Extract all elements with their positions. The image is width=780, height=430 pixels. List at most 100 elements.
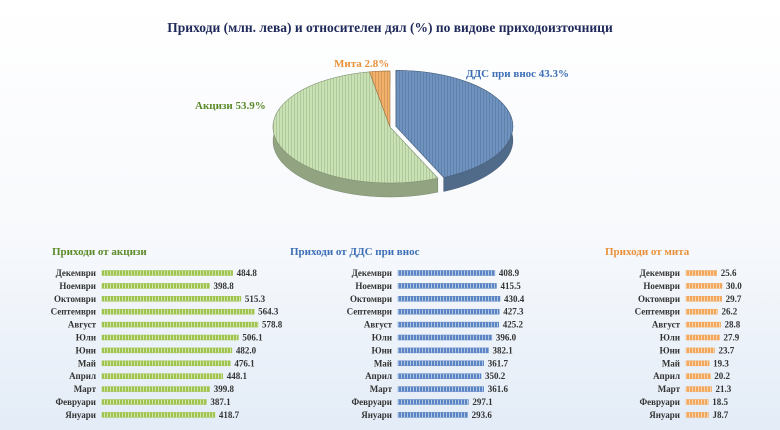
customs-category-label: Февруари [639,397,680,407]
excise-value-label: 448.1 [227,371,248,381]
customs-value-label: 29.7 [726,294,742,304]
excise-panel-title: Приходи от акцизи [52,246,147,258]
customs-value-label: 27.9 [723,333,739,343]
vat-value-label: 382.1 [493,345,514,355]
customs-value-label: 25.6 [721,268,737,278]
vat-value-label: 350.2 [485,371,506,381]
vat-category-label: Април [365,371,392,381]
excise-category-label: Октомври [54,294,96,304]
excise-value-label: 564.3 [258,307,279,317]
customs-bar [685,360,710,367]
vat-category-label: Юни [371,345,392,355]
vat-value-label: 415.5 [500,281,521,291]
vat-bar [397,270,496,276]
customs-panel-title: Приходи от мита [605,246,690,258]
customs-category-label: Ноември [643,281,680,291]
vat-bar [397,321,500,328]
chart-title: Приходи (млн. лева) и относителен дял (%… [167,20,613,35]
customs-category-label: Април [653,371,680,381]
excise-value-label: 515.3 [245,294,266,304]
customs-value-label: 30.0 [726,281,742,291]
customs-value-label: 19.3 [713,358,729,368]
customs-bar [685,412,709,418]
vat-category-label: Октомври [350,294,392,304]
excise-category-label: Юни [75,345,96,355]
customs-category-label: Септември [635,307,680,317]
customs-category-label: Юли [660,333,680,343]
excise-bar [101,386,211,392]
excise-bar [101,270,233,276]
vat-category-label: Август [364,320,393,330]
customs-bar [685,270,717,276]
vat-value-label: 430.4 [504,294,525,304]
excise-bar [101,347,233,354]
pie-slice-mita [369,70,391,128]
excise-value-label: 476.1 [234,358,255,368]
vat-bar [397,360,484,367]
vat-category-label: Март [370,384,393,394]
pie-slice-dds [395,70,514,178]
vat-category-label: Май [374,358,392,368]
vat-value-label: 425.2 [503,320,524,330]
customs-bar [685,334,720,341]
customs-value-label: 20.2 [714,371,730,381]
pie-chart [272,70,514,198]
vat-category-label: Септември [347,307,392,317]
excise-category-label: Февруари [55,397,96,407]
vat-bar [397,412,468,418]
vat-category-label: Юли [372,333,392,343]
customs-category-label: Май [662,358,680,368]
vat-value-label: 361.7 [488,358,509,368]
excise-value-label: 418.7 [219,410,240,420]
customs-value-label: 18.5 [712,397,728,407]
vat-category-label: Декември [352,268,392,278]
excise-category-label: Март [74,384,97,394]
customs-value-label: 28.8 [725,320,741,330]
vat-bar [397,347,489,354]
customs-value-label: 26.2 [721,307,737,317]
excise-bar [101,360,231,367]
customs-bar [685,347,715,354]
vat-value-label: 427.3 [503,307,524,317]
vat-value-label: 361.6 [488,384,509,394]
excise-value-label: 578.8 [262,320,283,330]
pie-label-mita: Мита 2.8% [334,58,390,70]
vat-bar [397,399,469,405]
vat-value-label: 297.1 [472,397,493,407]
excise-bar [101,334,239,341]
excise-category-label: Май [78,358,96,368]
excise-bar [101,283,210,289]
customs-bar [685,308,718,315]
excise-value-label: 484.8 [237,268,258,278]
excise-bar [101,373,224,379]
excise-bar [101,296,242,302]
excise-category-label: Януари [65,410,96,420]
vat-panel-title: Приходи от ДДС при внос [290,246,420,258]
customs-bar [685,283,723,289]
customs-category-label: Октомври [638,294,680,304]
excise-bar [101,321,259,328]
customs-bar [685,373,711,379]
vat-bar [397,308,500,315]
excise-value-label: 398.8 [213,281,234,291]
customs-value-label: 21.3 [716,384,732,394]
vat-bar [397,296,501,302]
customs-bar [685,321,721,328]
vat-value-label: 408.9 [499,268,520,278]
vat-category-label: Ноември [355,281,392,291]
customs-bar [685,399,709,405]
vat-bar [397,283,497,289]
customs-category-label: Юни [659,345,680,355]
pie-label-akcizi: Акцизи 53.9% [195,100,266,112]
customs-bar [685,296,722,302]
excise-value-label: 482.0 [236,345,257,355]
vat-bar [397,334,493,341]
vat-category-label: Януари [361,410,392,420]
excise-category-label: Юли [76,333,96,343]
excise-category-label: Декември [56,268,96,278]
excise-bar [101,399,207,405]
customs-bar [685,386,712,392]
excise-value-label: 399.8 [214,384,235,394]
customs-value-label: 23.7 [718,345,734,355]
